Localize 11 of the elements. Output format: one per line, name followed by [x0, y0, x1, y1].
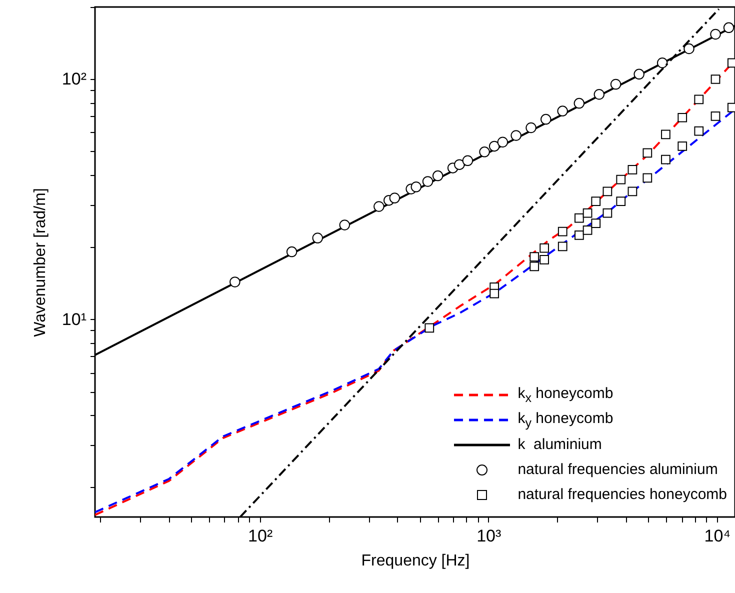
x-tick-label: 10⁴ — [704, 526, 731, 546]
legend-label: k$_{x}$ honeycomb — [518, 384, 614, 404]
legend-label: natural frequencies honeycomb — [518, 486, 727, 503]
x-tick-label: 10² — [248, 526, 273, 546]
legend-label: k$_{y}$ honeycomb — [518, 410, 614, 430]
legend-label: natural frequencies aluminium — [518, 461, 718, 478]
y-tick-label: 10¹ — [62, 310, 87, 329]
y-axis-title: Wavenumber [rad/m] — [32, 188, 49, 337]
legend-label: k aluminium — [518, 436, 602, 453]
x-axis-title: Frequency [Hz] — [361, 552, 470, 570]
x-tick-label: 10³ — [476, 526, 502, 546]
